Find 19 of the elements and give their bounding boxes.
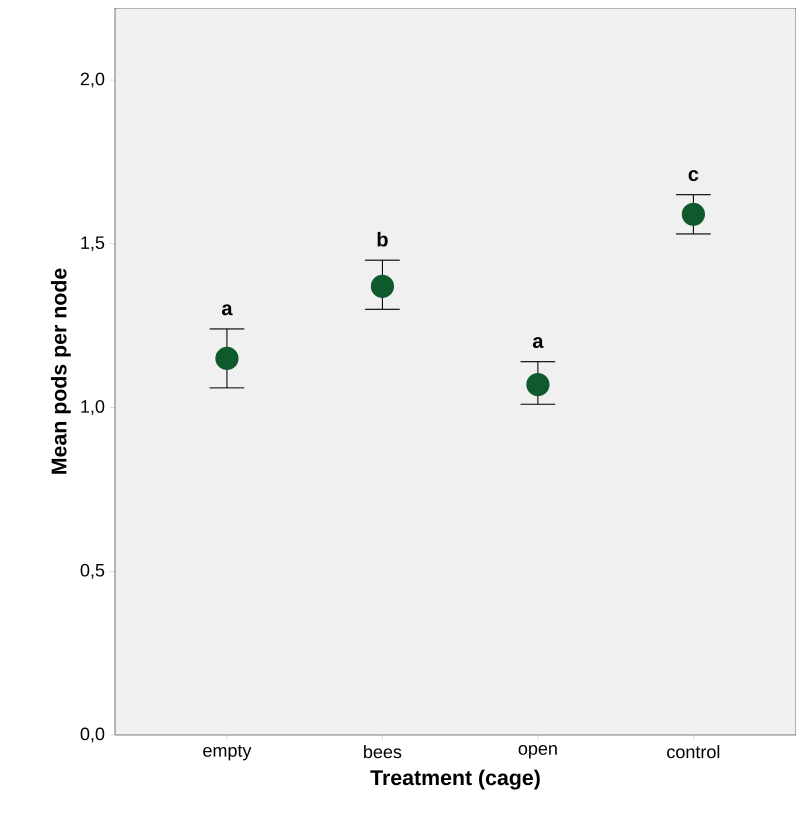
y-tick-label: 2,0 <box>80 72 104 88</box>
x-tick-label: bees <box>364 745 402 758</box>
annotation: c <box>688 170 698 182</box>
x-tick-label: control <box>667 745 720 758</box>
annotation: a <box>222 304 233 316</box>
point <box>526 372 550 396</box>
y-tick-label: 0,0 <box>80 728 104 742</box>
point <box>370 274 394 298</box>
y-axis-title: Mean pods per node <box>50 268 71 474</box>
y-tick-label: 1,0 <box>81 400 104 415</box>
x-tick-label: empty <box>203 745 252 760</box>
y-tick-label: 1,5 <box>81 236 104 252</box>
point <box>682 202 705 226</box>
annotation: a <box>532 337 544 348</box>
annotation: b <box>378 232 388 247</box>
x-tick-label: open <box>518 745 557 758</box>
x-axis-title: Treatment (cage) <box>370 770 540 790</box>
point <box>215 346 239 370</box>
y-tick-label: 0,5 <box>80 564 104 579</box>
